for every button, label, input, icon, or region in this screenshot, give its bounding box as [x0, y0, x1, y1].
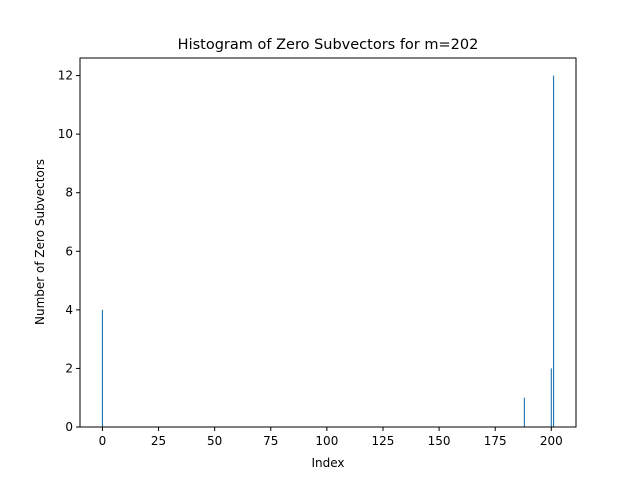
x-tick-label: 100 [315, 434, 338, 448]
x-tick-label: 175 [484, 434, 507, 448]
y-tick-label: 6 [65, 244, 73, 258]
y-axis: 0 2 4 6 8 10 12 [58, 69, 80, 434]
x-axis-title: Index [311, 456, 344, 470]
x-axis: 0 25 50 75 100 125 150 175 200 [99, 427, 563, 448]
x-tick-label: 0 [99, 434, 107, 448]
bar-201 [552, 75, 555, 428]
x-tick-label: 125 [372, 434, 395, 448]
y-tick-label: 10 [58, 127, 73, 141]
y-tick-label: 12 [58, 69, 73, 83]
bars-group [101, 75, 555, 428]
x-tick-label: 150 [428, 434, 451, 448]
x-tick-label: 25 [151, 434, 166, 448]
y-tick-label: 0 [65, 420, 73, 434]
y-axis-title: Number of Zero Subvectors [33, 159, 47, 325]
bar-200 [550, 368, 552, 427]
x-tick-label: 200 [540, 434, 563, 448]
bar-0 [101, 309, 104, 427]
bar-188 [523, 397, 525, 427]
x-tick-label: 50 [207, 434, 222, 448]
y-tick-label: 4 [65, 303, 73, 317]
x-tick-label: 75 [263, 434, 278, 448]
plot-frame [79, 57, 577, 428]
y-tick-label: 2 [65, 361, 73, 375]
chart-title: Histogram of Zero Subvectors for m=202 [178, 37, 479, 53]
y-tick-label: 8 [65, 186, 73, 200]
